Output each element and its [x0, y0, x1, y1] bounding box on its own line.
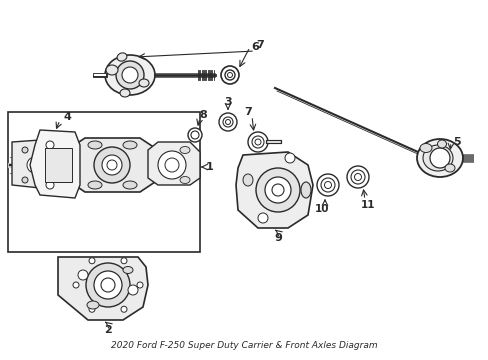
Circle shape: [221, 66, 239, 84]
Ellipse shape: [419, 144, 431, 153]
Polygon shape: [148, 142, 200, 185]
Circle shape: [225, 120, 230, 125]
Circle shape: [256, 168, 299, 212]
Polygon shape: [45, 148, 72, 182]
Circle shape: [78, 270, 88, 280]
Text: 9: 9: [273, 233, 282, 243]
Ellipse shape: [180, 176, 190, 184]
Ellipse shape: [123, 181, 137, 189]
Polygon shape: [65, 138, 160, 192]
Polygon shape: [236, 152, 312, 228]
Circle shape: [254, 139, 261, 145]
Circle shape: [128, 285, 138, 295]
Circle shape: [116, 61, 143, 89]
Circle shape: [158, 151, 185, 179]
Circle shape: [101, 278, 115, 292]
Circle shape: [429, 148, 449, 168]
Ellipse shape: [123, 141, 137, 149]
Text: 5: 5: [452, 137, 460, 147]
Text: 10: 10: [314, 204, 328, 214]
Circle shape: [264, 177, 290, 203]
Text: 6: 6: [250, 42, 259, 52]
Circle shape: [86, 263, 130, 307]
Ellipse shape: [437, 140, 446, 148]
Ellipse shape: [139, 79, 149, 87]
Polygon shape: [30, 130, 80, 198]
Circle shape: [46, 141, 54, 149]
Circle shape: [224, 70, 235, 80]
Bar: [8, 112, 200, 252]
Circle shape: [251, 136, 264, 148]
Ellipse shape: [444, 164, 454, 172]
Ellipse shape: [180, 147, 190, 153]
Circle shape: [354, 174, 361, 180]
Circle shape: [187, 128, 202, 142]
Circle shape: [164, 158, 179, 172]
Circle shape: [89, 306, 95, 312]
Circle shape: [22, 147, 28, 153]
Circle shape: [46, 181, 54, 189]
Circle shape: [107, 160, 117, 170]
Ellipse shape: [120, 89, 130, 97]
Ellipse shape: [87, 301, 99, 309]
Text: 11: 11: [360, 200, 374, 210]
Circle shape: [285, 153, 294, 163]
Text: 3: 3: [224, 97, 231, 107]
Ellipse shape: [243, 174, 252, 186]
Circle shape: [122, 67, 138, 83]
Circle shape: [121, 258, 127, 264]
Circle shape: [94, 147, 130, 183]
Text: 7: 7: [256, 40, 264, 50]
Ellipse shape: [106, 65, 118, 75]
Ellipse shape: [105, 55, 155, 95]
Ellipse shape: [416, 139, 462, 177]
Circle shape: [73, 282, 79, 288]
Circle shape: [89, 258, 95, 264]
Text: 4: 4: [63, 112, 71, 122]
Circle shape: [320, 178, 334, 192]
Polygon shape: [12, 140, 58, 188]
Circle shape: [102, 155, 122, 175]
Ellipse shape: [422, 145, 452, 171]
Ellipse shape: [123, 266, 133, 274]
Circle shape: [22, 177, 28, 183]
Circle shape: [121, 306, 127, 312]
Circle shape: [346, 166, 368, 188]
Circle shape: [227, 72, 232, 77]
Text: 2020 Ford F-250 Super Duty Carrier & Front Axles Diagram: 2020 Ford F-250 Super Duty Carrier & Fro…: [110, 341, 377, 350]
Circle shape: [31, 161, 39, 169]
Text: 8: 8: [199, 110, 206, 120]
Ellipse shape: [301, 182, 310, 198]
Circle shape: [350, 170, 364, 184]
Circle shape: [258, 213, 267, 223]
Circle shape: [316, 174, 338, 196]
Text: 2: 2: [104, 325, 112, 335]
Polygon shape: [58, 257, 148, 320]
Text: 7: 7: [244, 107, 251, 117]
Text: 1: 1: [206, 162, 213, 172]
Circle shape: [46, 161, 54, 169]
Circle shape: [94, 271, 122, 299]
Circle shape: [27, 157, 43, 173]
Circle shape: [247, 132, 267, 152]
Circle shape: [271, 184, 284, 196]
Ellipse shape: [117, 53, 126, 61]
Circle shape: [324, 181, 331, 189]
Circle shape: [191, 131, 199, 139]
Ellipse shape: [88, 181, 102, 189]
Circle shape: [137, 282, 142, 288]
Circle shape: [223, 117, 232, 127]
Ellipse shape: [88, 141, 102, 149]
Circle shape: [219, 113, 237, 131]
